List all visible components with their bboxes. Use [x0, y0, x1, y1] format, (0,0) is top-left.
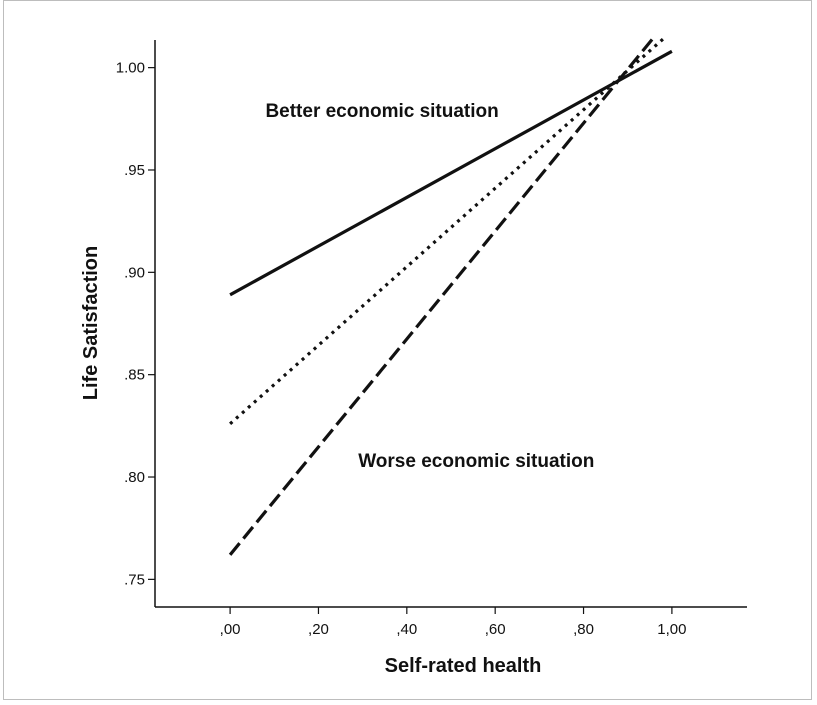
- y-tick-label: .85: [124, 367, 145, 384]
- x-tick-label: ,80: [573, 621, 594, 638]
- x-tick-label: ,60: [485, 621, 506, 638]
- y-tick-label: .75: [124, 571, 145, 588]
- x-axis-title: Self-rated health: [385, 655, 542, 677]
- x-tick-label: ,00: [220, 621, 241, 638]
- y-axis-title: Life Satisfaction: [80, 246, 102, 400]
- axes: [154, 40, 747, 608]
- series-lines: [228, 35, 673, 556]
- x-tick-label: 1,00: [657, 621, 686, 638]
- dashed-series-line: [228, 35, 656, 556]
- annotation-label: Better economic situation: [265, 101, 498, 122]
- y-tick-label: .80: [124, 469, 145, 486]
- y-tick-label: 1.00: [116, 60, 145, 77]
- dotted-series-line: [229, 37, 665, 425]
- solid-series-line: [229, 49, 673, 297]
- y-tick-label: .90: [124, 264, 145, 281]
- y-axis-ticks: .75 .80 .85 .90 .95 1.00: [116, 60, 155, 588]
- x-axis-ticks: ,00 ,20 ,40 ,60 ,80 1,00: [220, 607, 686, 638]
- x-tick-label: ,20: [308, 621, 329, 638]
- chart-frame: [3, 0, 812, 700]
- annotations: Better economic situation Worse economic …: [265, 101, 594, 472]
- x-tick-label: ,40: [396, 621, 417, 638]
- annotation-label: Worse economic situation: [358, 451, 594, 472]
- y-tick-label: .95: [124, 162, 145, 179]
